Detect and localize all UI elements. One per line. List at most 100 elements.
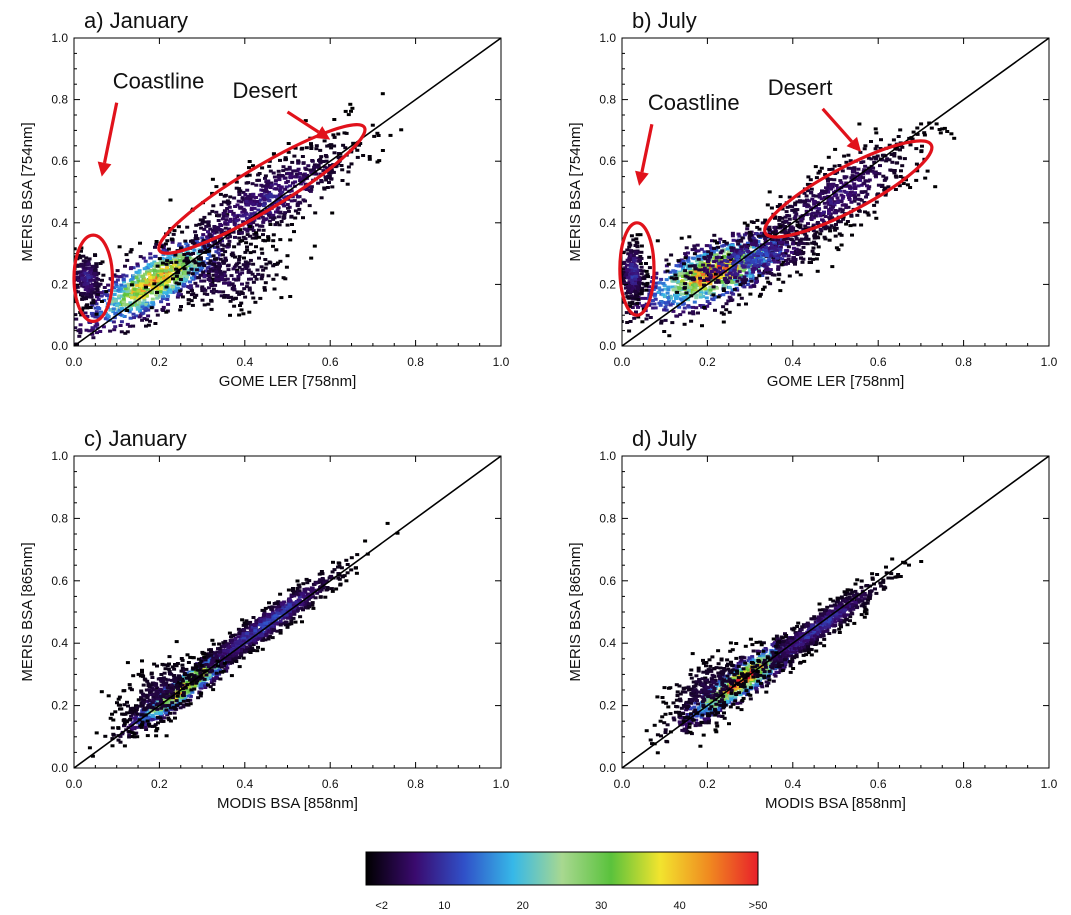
density-point [678,313,683,317]
density-point [805,205,810,209]
density-point [127,284,132,288]
density-point [232,245,237,249]
density-point [883,193,888,197]
density-point [135,262,140,266]
density-point [124,253,129,257]
density-point [125,322,130,326]
density-point [267,191,272,194]
density-point [747,269,752,273]
density-point [862,147,867,151]
density-point [727,286,732,290]
density-point [329,143,334,147]
density-point [148,276,153,279]
density-point [214,250,219,254]
density-point [641,269,646,273]
density-point [122,303,127,307]
density-point [714,253,719,257]
density-point [187,262,192,266]
density-point [90,326,95,330]
density-point [96,306,101,310]
density-point [641,305,646,309]
density-point [165,294,170,298]
density-point [693,289,698,293]
density-point [280,190,285,194]
density-point [178,258,183,262]
density-point [201,263,206,267]
density-point [117,286,122,290]
density-point [152,287,157,291]
density-point [636,256,641,260]
density-point [713,308,717,312]
density-point [857,122,862,126]
density-point [224,218,229,222]
density-point [308,168,313,172]
density-point [251,262,256,266]
density-point [852,186,857,190]
density-point [97,313,102,317]
density-point [211,682,216,686]
density-point [74,317,79,321]
density-point [215,275,220,278]
density-point [132,283,137,287]
density-point [218,269,223,273]
density-point [787,214,792,218]
density-point [272,195,277,199]
density-point [881,174,886,178]
density-point [137,301,142,304]
density-point [638,233,643,237]
density-point [873,147,878,151]
density-point [113,289,118,293]
density-point [135,292,140,296]
density-point [710,239,714,243]
density-point [207,212,212,216]
density-point [685,266,690,270]
density-point [344,131,349,135]
density-point [802,191,807,195]
density-point [760,274,765,277]
density-point [805,182,810,186]
density-point [345,182,350,186]
density-point [292,199,297,203]
density-point [857,209,862,213]
density-point [241,220,246,224]
density-point [261,188,266,192]
density-point [194,223,199,227]
density-point [245,248,250,252]
density-point [254,277,259,281]
x-tick-label: 0.0 [614,355,631,369]
density-point [198,273,203,277]
density-point [716,295,721,299]
density-point [813,214,818,218]
density-point [826,155,831,159]
density-point [146,323,151,327]
density-point [230,286,235,290]
density-point [726,268,731,272]
density-point [260,166,265,170]
density-point [764,242,769,246]
density-point [235,203,240,207]
density-point [937,128,942,131]
density-point [855,213,860,217]
density-point [40,328,44,331]
density-point [370,123,375,127]
density-point [700,304,705,308]
density-point [266,238,271,242]
density-point [258,296,263,300]
density-point [664,308,669,312]
density-point [190,241,195,245]
density-point [764,267,769,271]
density-point [226,296,231,299]
density-point [200,266,205,270]
density-point [221,200,226,204]
density-point [294,172,299,176]
density-point [676,280,680,284]
density-point [238,189,243,193]
density-point [325,186,330,189]
density-point [102,286,107,289]
density-point [258,224,262,228]
density-point [849,166,854,170]
density-point [778,224,783,228]
density-point [380,149,385,152]
density-point [214,185,219,189]
density-point [96,346,100,349]
